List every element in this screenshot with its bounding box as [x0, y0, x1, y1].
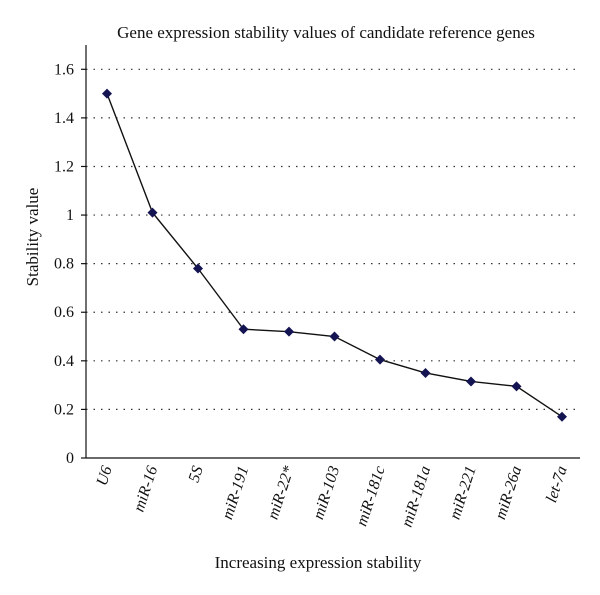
y-tick-label: 1.4	[54, 110, 74, 127]
axes	[81, 45, 580, 459]
data-point-diamond	[466, 376, 476, 387]
data-point-diamond	[511, 381, 522, 392]
y-tick-label: 0.2	[54, 401, 74, 418]
y-tick-label: 0	[66, 450, 74, 467]
data-point-diamond	[238, 324, 249, 335]
x-tick-label: miR-16	[131, 464, 162, 514]
data-point-diamond	[557, 411, 567, 422]
data-point-diamond	[147, 207, 158, 218]
y-axis-label: Stability value	[23, 188, 42, 287]
data-point-diamond	[375, 354, 385, 365]
data-point-diamond	[102, 88, 112, 99]
y-tick-label: 0.4	[54, 353, 74, 370]
x-tick-label: miR-22*	[265, 464, 298, 522]
y-tick-label: 1.6	[54, 61, 74, 78]
y-tick-label: 0.6	[54, 304, 74, 321]
x-tick-label: miR-191	[219, 464, 252, 522]
grid-lines	[86, 68, 580, 411]
y-tick-label: 1	[66, 207, 74, 224]
data-point-diamond	[284, 326, 294, 337]
x-tick-label: U6	[94, 464, 116, 488]
x-tick-label: 5S	[186, 464, 207, 484]
series-line	[106, 93, 563, 418]
x-tick-label: miR-103	[310, 464, 343, 522]
data-point-diamond	[420, 367, 431, 378]
x-tick-labels: U6 miR-16 5S miR-191 miR-22* miR-103 miR-181c m…	[94, 464, 571, 529]
data-point-diamond	[193, 263, 203, 274]
x-tick-label: miR-221	[447, 464, 480, 522]
data-point-diamond	[329, 331, 340, 342]
chart-title: Gene expression stability values of cand…	[117, 23, 535, 42]
series-lines	[106, 93, 563, 418]
x-tick-label: miR-26a	[492, 464, 525, 522]
x-axis-label: Increasing expression stability	[215, 553, 422, 572]
y-tick-label: 0.8	[54, 256, 74, 273]
x-tick-label: miR-181c	[353, 464, 388, 528]
y-tick-labels: 0 0.2 0.4 0.6 0.8 1 1.2 1.4 1.6	[54, 61, 74, 467]
x-tick-label: miR-181a	[399, 464, 435, 529]
data-points	[102, 88, 567, 422]
y-tick-label: 1.2	[54, 158, 74, 175]
x-tick-label: let-7a	[543, 464, 571, 505]
